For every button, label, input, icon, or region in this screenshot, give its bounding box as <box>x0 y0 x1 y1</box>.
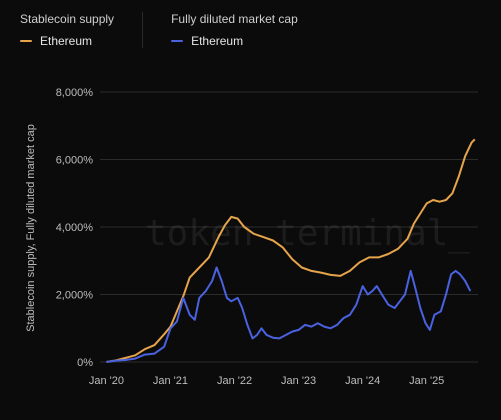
x-tick-label: Jan '20 <box>89 375 124 387</box>
legend-item-fdmc-ethereum[interactable]: Ethereum <box>171 34 298 48</box>
legend: Stablecoin supply Ethereum Fully diluted… <box>20 12 326 48</box>
series-line-fully-diluted-market-cap[interactable] <box>106 266 472 363</box>
y-axis-label: Stablecoin supply, Fully diluted market … <box>25 124 37 332</box>
y-tick-label: 6,000% <box>56 155 94 167</box>
y-tick-label: 8,000% <box>56 87 94 99</box>
x-tick-label: Jan '22 <box>217 375 252 387</box>
legend-swatch-blue <box>171 40 184 42</box>
legend-title-fdmc: Fully diluted market cap <box>171 12 298 26</box>
legend-swatch-orange <box>20 40 32 42</box>
x-tick-label: Jan '25 <box>409 375 444 387</box>
watermark-text: token terminal_ <box>145 213 470 254</box>
y-tick-label: 0% <box>77 357 93 369</box>
tick-layer: 0% 2,000% 4,000% 6,000% 8,000% Jan '20 Jan '21… <box>56 87 445 387</box>
legend-item-stablecoin-ethereum[interactable]: Ethereum <box>20 34 114 48</box>
y-tick-label: 2,000% <box>56 290 94 302</box>
y-tick-label: 4,000% <box>56 222 94 234</box>
x-tick-label: Jan '23 <box>281 375 316 387</box>
legend-group-stablecoin-supply: Stablecoin supply Ethereum <box>20 12 142 48</box>
grid-layer <box>100 91 478 363</box>
series-layer <box>106 138 476 363</box>
x-tick-label: Jan '21 <box>153 375 188 387</box>
legend-item-label: Ethereum <box>40 34 93 48</box>
legend-group-fdmc: Fully diluted market cap Ethereum <box>142 12 326 48</box>
legend-item-label: Ethereum <box>191 34 244 48</box>
legend-title-stablecoin-supply: Stablecoin supply <box>20 12 115 26</box>
x-tick-label: Jan '24 <box>345 375 380 387</box>
series-line-stablecoin-supply[interactable] <box>106 138 476 363</box>
